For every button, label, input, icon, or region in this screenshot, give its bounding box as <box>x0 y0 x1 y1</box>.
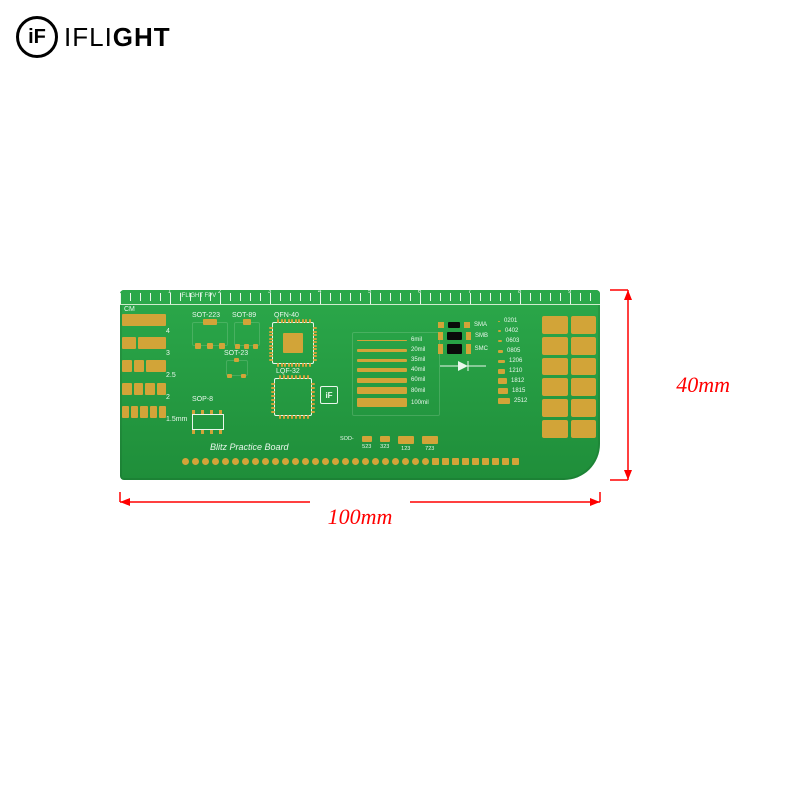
stage: 123456789 CM IFLIGHT FPV 4 3 2.5 2 1.5mm <box>0 0 800 800</box>
mil-80: 80mil <box>411 388 435 394</box>
pcb-board: 123456789 CM IFLIGHT FPV 4 3 2.5 2 1.5mm <box>120 290 600 480</box>
mil-40: 40mil <box>411 367 435 373</box>
pitch-2p5: 2.5 <box>166 372 176 379</box>
label-sot23: SOT-23 <box>224 350 248 357</box>
dim-width: 100mm <box>120 492 600 532</box>
fp-sot23 <box>226 360 248 376</box>
smd-size-column: 0201 0402 0603 0805 1206 1210 1812 1815 2512 <box>498 318 542 404</box>
ruler-2: 2 <box>218 290 221 295</box>
smb: SMB <box>475 333 488 339</box>
right-pad-block <box>542 316 596 438</box>
label-sop8: SOP-8 <box>192 396 213 403</box>
dim-height: 40mm <box>610 290 720 480</box>
mil-20: 20mil <box>411 347 435 353</box>
trace-width-block: 6mil 20mil 35mil 40mil 60mil 80mil 100mi… <box>352 332 440 416</box>
mil-6: 6mil <box>411 337 435 343</box>
sod-label: SOD- <box>340 436 354 442</box>
bottom-dot-row <box>182 458 518 474</box>
board-title: Blitz Practice Board <box>210 442 289 452</box>
fp-sop8 <box>192 410 224 434</box>
smd-2512: 2512 <box>498 398 542 404</box>
ruler-6: 6 <box>418 290 421 295</box>
label-sot89: SOT-89 <box>232 312 256 319</box>
mil-100: 100mil <box>411 400 435 406</box>
fp-lqf32 <box>274 378 312 416</box>
smd-0805: 0805 <box>498 348 542 354</box>
smd-1815: 1815 <box>498 388 542 394</box>
smd-0402: 0402 <box>498 328 542 334</box>
smd-0201: 0201 <box>498 318 542 324</box>
ruler-9: 9 <box>568 290 571 295</box>
pitch-4: 4 <box>166 328 170 335</box>
pitch-2: 2 <box>166 394 170 401</box>
smd-0603: 0603 <box>498 338 542 344</box>
dim-height-label: 40mm <box>676 372 730 398</box>
label-qfn40: QFN-40 <box>274 312 299 319</box>
ruler-5: 5 <box>368 290 371 295</box>
sod-row: SOD- 523 323 123 723 <box>340 436 438 452</box>
diagram: 123456789 CM IFLIGHT FPV 4 3 2.5 2 1.5mm <box>80 260 720 540</box>
fp-sot223 <box>192 322 228 346</box>
dim-width-label: 100mm <box>328 504 393 530</box>
diode-symbol-icon <box>438 358 488 374</box>
smd-1206: 1206 <box>498 358 542 364</box>
sod-523: 523 <box>362 444 371 450</box>
ruler-1: 1 <box>168 290 171 295</box>
pitch-3: 3 <box>166 350 170 357</box>
sod-123: 123 <box>401 446 410 452</box>
sma: SMA <box>474 322 487 328</box>
mil-60: 60mil <box>411 377 435 383</box>
mini-logo: iF <box>320 386 338 404</box>
sod-723: 723 <box>425 446 434 452</box>
left-pad-rows: 4 3 2.5 2 1.5mm <box>120 308 168 424</box>
ruler-7: 7 <box>468 290 471 295</box>
diode-block: SMA SMB SMC <box>438 322 488 374</box>
label-sot223: SOT-223 <box>192 312 220 319</box>
smc: SMC <box>475 346 488 352</box>
label-lqf32: LQF-32 <box>276 368 300 375</box>
ruler-4: 4 <box>318 290 321 295</box>
sod-323: 323 <box>380 444 389 450</box>
fp-qfn40 <box>272 322 314 364</box>
mil-35: 35mil <box>411 357 435 363</box>
pitch-1p5: 1.5mm <box>166 416 187 423</box>
top-brand-text: IFLIGHT FPV <box>180 293 216 299</box>
smd-1812: 1812 <box>498 378 542 384</box>
ruler-3: 3 <box>268 290 271 295</box>
fp-sot89 <box>234 322 260 346</box>
smd-1210: 1210 <box>498 368 542 374</box>
ruler-8: 8 <box>518 290 521 295</box>
